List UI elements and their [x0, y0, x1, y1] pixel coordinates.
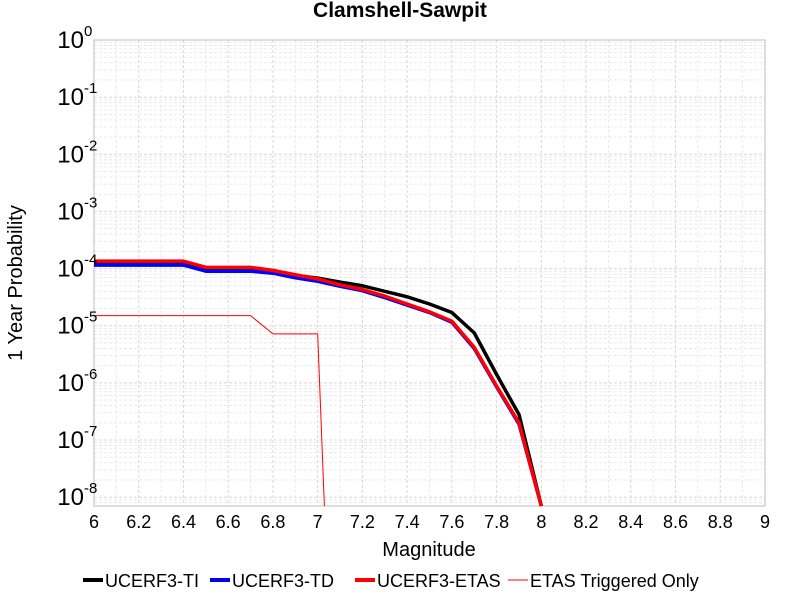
y-tick-base: 10 [57, 256, 84, 283]
y-tick-base: 10 [57, 27, 84, 54]
series-layer [94, 259, 544, 507]
x-tick-label: 7.8 [484, 512, 509, 532]
x-axis-ticks: 6 6.2 6.4 6.6 6.8 7 7.2 7.4 7.6 7.8 8 8.2 8.4 8.6 8.8 9 [89, 512, 770, 532]
x-tick-label: 6 [89, 512, 99, 532]
y-tick-label: 10 -4 [57, 252, 97, 283]
legend-label: ETAS Triggered Only [530, 571, 699, 591]
y-tick-base: 10 [57, 84, 84, 111]
y-tick-base: 10 [57, 313, 84, 340]
y-tick-base: 10 [57, 484, 84, 511]
series-line-etas-triggered-only [94, 315, 325, 507]
x-tick-label: 8.6 [663, 512, 688, 532]
y-tick-exponent: -4 [84, 252, 97, 269]
y-tick-exponent: -5 [84, 309, 97, 326]
y-tick-label: 10 -3 [57, 194, 97, 225]
x-tick-label: 7.2 [350, 512, 375, 532]
x-tick-label: 7.4 [395, 512, 420, 532]
grid [93, 39, 766, 507]
y-tick-base: 10 [57, 427, 84, 454]
y-tick-base: 10 [57, 198, 84, 225]
legend: UCERF3-TI UCERF3-TD UCERF3-ETAS ETAS Trigge… [83, 571, 699, 591]
y-tick-label: 10 -8 [57, 480, 97, 511]
legend-label: UCERF3-TI [105, 571, 199, 591]
x-tick-label: 8.4 [618, 512, 643, 532]
y-tick-label: 10 -2 [57, 137, 97, 168]
plot-area [93, 39, 766, 507]
x-tick-label: 7.6 [439, 512, 464, 532]
x-tick-label: 6.4 [171, 512, 196, 532]
legend-label: UCERF3-TD [232, 571, 334, 591]
x-tick-label: 8.2 [574, 512, 599, 532]
x-tick-label: 6.8 [260, 512, 285, 532]
y-tick-label: 10 -7 [57, 423, 97, 454]
y-tick-label: 10 -5 [57, 309, 97, 340]
y-tick-base: 10 [57, 370, 84, 397]
x-tick-label: 6.2 [126, 512, 151, 532]
y-tick-exponent: 0 [84, 23, 92, 40]
x-tick-label: 9 [760, 512, 770, 532]
chart-title: Clamshell-Sawpit [313, 0, 487, 22]
y-tick-exponent: -1 [84, 80, 97, 97]
x-tick-label: 8 [536, 512, 546, 532]
y-tick-exponent: -3 [84, 194, 97, 211]
x-axis-label: Magnitude [382, 539, 475, 561]
x-tick-label: 6.6 [216, 512, 241, 532]
y-tick-exponent: -2 [84, 137, 97, 154]
y-tick-base: 10 [57, 141, 84, 168]
y-tick-exponent: -6 [84, 366, 97, 383]
y-tick-exponent: -8 [84, 480, 97, 497]
y-tick-label: 10 -1 [57, 80, 97, 111]
y-tick-label: 10 0 [57, 23, 92, 54]
legend-label: UCERF3-ETAS [377, 571, 501, 591]
x-tick-label: 7 [313, 512, 323, 532]
x-tick-label: 8.8 [708, 512, 733, 532]
series-line-ucerf3-etas [94, 259, 544, 507]
y-axis-label: 1 Year Probability [5, 205, 27, 361]
y-tick-label: 10 -6 [57, 366, 97, 397]
y-tick-exponent: -7 [84, 423, 97, 440]
